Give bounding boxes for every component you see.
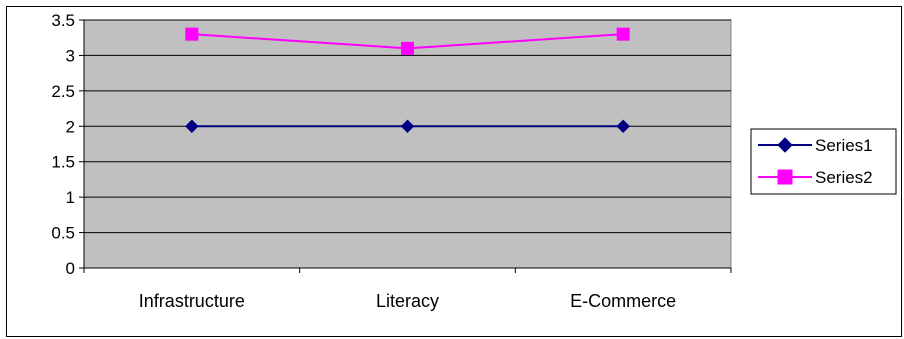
- y-tick-label: 0: [66, 259, 75, 278]
- y-tick-label: 3.5: [51, 11, 75, 30]
- legend-marker: [777, 137, 793, 153]
- y-tick-label: 0.5: [51, 224, 75, 243]
- legend-box: [750, 128, 897, 195]
- y-tick-label: 3: [66, 46, 75, 65]
- y-tick-label: 2.5: [51, 82, 75, 101]
- data-point: [185, 119, 199, 133]
- data-point: [616, 27, 630, 41]
- x-category-label: Infrastructure: [139, 291, 245, 311]
- legend-entry: Series2: [758, 168, 873, 187]
- series-2: [185, 27, 630, 55]
- data-point: [185, 27, 199, 41]
- y-tick-label: 2: [66, 117, 75, 136]
- plot-area: [83, 19, 732, 269]
- data-series: [185, 27, 630, 133]
- y-tick-label: 1: [66, 188, 75, 207]
- gridlines: [84, 19, 731, 234]
- y-axis-tick-labels: 0 0.5 1 1.5 2 2.5 3 3.5: [51, 11, 75, 278]
- data-point: [401, 41, 414, 55]
- legend: Series1 Series2: [750, 128, 897, 195]
- legend-label: Series1: [815, 136, 873, 155]
- x-axis-category-labels: Infrastructure Literacy E-Commerce: [139, 291, 676, 311]
- legend-entry: Series1: [758, 136, 873, 155]
- legend-marker: [777, 169, 793, 185]
- x-category-label: E-Commerce: [570, 291, 676, 311]
- axes: [79, 19, 732, 273]
- data-point: [400, 119, 415, 133]
- y-tick-label: 1.5: [51, 153, 75, 172]
- series-1: [185, 119, 630, 133]
- data-point: [616, 119, 630, 133]
- x-category-label: Literacy: [376, 291, 439, 311]
- legend-label: Series2: [815, 168, 873, 187]
